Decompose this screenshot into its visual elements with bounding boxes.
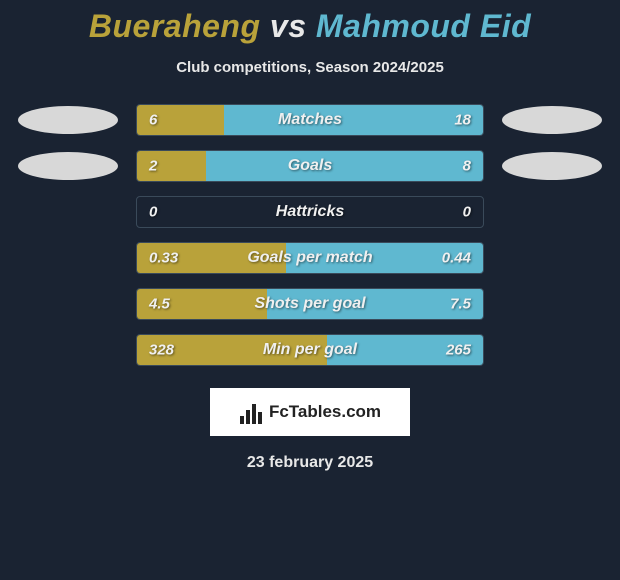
stat-label: Matches (278, 111, 342, 129)
stat-value-player2: 265 (446, 342, 471, 359)
title-player1: Bueraheng (89, 8, 261, 44)
stat-value-player2: 0 (463, 204, 471, 221)
stat-label: Goals (288, 157, 332, 175)
subtitle: Club competitions, Season 2024/2025 (176, 59, 444, 76)
stat-bar: 0.33 0.44 Goals per match (136, 242, 484, 274)
stat-value-player1: 0 (149, 204, 157, 221)
stat-value-player2: 8 (463, 158, 471, 175)
chart-bars-icon (239, 400, 263, 424)
stat-row: 0 0 Hattricks (0, 196, 620, 228)
stat-value-player2: 7.5 (450, 296, 471, 313)
player2-avatar-ellipse (502, 106, 602, 134)
stat-row: 2 8 Goals (0, 150, 620, 182)
bar-fill-player2 (224, 105, 484, 135)
brand-text: FcTables.com (269, 402, 381, 422)
stat-row: 4.5 7.5 Shots per goal (0, 288, 620, 320)
stat-value-player1: 2 (149, 158, 157, 175)
stat-value-player2: 0.44 (442, 250, 471, 267)
stat-value-player1: 0.33 (149, 250, 178, 267)
stat-value-player2: 18 (454, 112, 471, 129)
stat-bar: 328 265 Min per goal (136, 334, 484, 366)
stat-label: Goals per match (247, 249, 372, 267)
stat-label: Min per goal (263, 341, 357, 359)
stat-rows: 6 18 Matches 2 8 Goals 0 0 Hattricks 0.33 0.44 Goal… (0, 104, 620, 366)
player2-avatar-ellipse (502, 152, 602, 180)
bar-fill-player2 (206, 151, 483, 181)
player2-avatar-ellipse (502, 244, 602, 272)
stat-bar: 2 8 Goals (136, 150, 484, 182)
bar-fill-player1 (137, 151, 206, 181)
stat-label: Shots per goal (254, 295, 365, 313)
player2-avatar-ellipse (502, 198, 602, 226)
title: Bueraheng vs Mahmoud Eid (89, 8, 531, 45)
player1-avatar-ellipse (18, 290, 118, 318)
player1-avatar-ellipse (18, 244, 118, 272)
comparison-infographic: Bueraheng vs Mahmoud Eid Club competitio… (0, 0, 620, 580)
player1-avatar-ellipse (18, 336, 118, 364)
stat-row: 0.33 0.44 Goals per match (0, 242, 620, 274)
player1-avatar-ellipse (18, 198, 118, 226)
player2-avatar-ellipse (502, 290, 602, 318)
stat-value-player1: 4.5 (149, 296, 170, 313)
title-vs: vs (270, 8, 307, 44)
stat-value-player1: 6 (149, 112, 157, 129)
stat-value-player1: 328 (149, 342, 174, 359)
stat-label: Hattricks (276, 203, 344, 221)
player2-avatar-ellipse (502, 336, 602, 364)
player1-avatar-ellipse (18, 152, 118, 180)
stat-row: 328 265 Min per goal (0, 334, 620, 366)
date: 23 february 2025 (247, 454, 373, 472)
player1-avatar-ellipse (18, 106, 118, 134)
brand-logo: FcTables.com (210, 388, 410, 436)
stat-bar: 4.5 7.5 Shots per goal (136, 288, 484, 320)
stat-row: 6 18 Matches (0, 104, 620, 136)
stat-bar: 0 0 Hattricks (136, 196, 484, 228)
stat-bar: 6 18 Matches (136, 104, 484, 136)
title-player2: Mahmoud Eid (316, 8, 531, 44)
